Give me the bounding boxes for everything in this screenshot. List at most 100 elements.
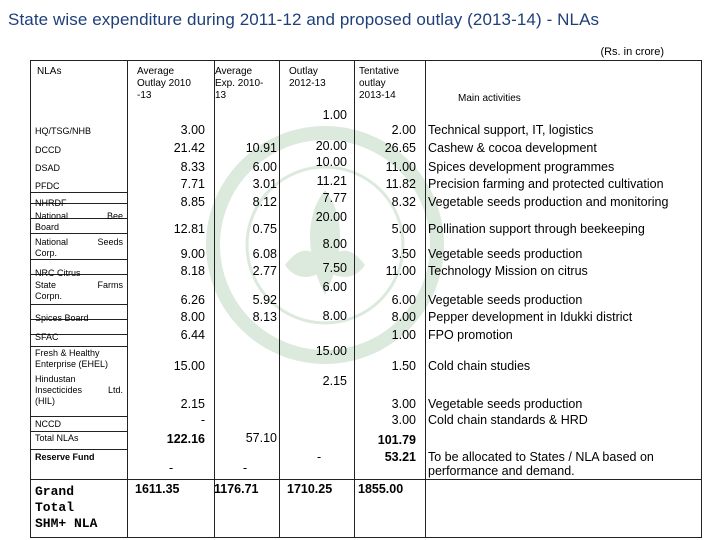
nla-name: NCCD — [35, 419, 61, 429]
tentative-value: 8.00 — [391, 310, 416, 324]
avg-outlay-value: - — [200, 413, 205, 427]
avg-outlay-value: 6.44 — [180, 328, 205, 342]
nla-name: State Farms Corpn. — [35, 280, 123, 301]
nla-name: NRC Citrus — [35, 268, 81, 278]
tentative-value: 3.00 — [391, 397, 416, 411]
header-avg-exp: Average Exp. 2010- 13 — [215, 66, 264, 101]
header-avg-outlay: Average Outlay 2010 -13 — [137, 66, 191, 101]
avg-exp-value: 6.00 — [252, 160, 277, 174]
outlay-value: 10.00 — [315, 155, 347, 169]
header-main-activities: Main activities — [458, 93, 521, 104]
outlay-value: 7.77 — [322, 191, 347, 205]
avg-exp-value: 1176.71 — [214, 482, 259, 496]
avg-exp-value: 57.10 — [245, 431, 277, 445]
outlay-value: 1710.25 — [287, 482, 333, 496]
tentative-value: 11.00 — [385, 160, 416, 174]
tentative-value: 11.00 — [385, 264, 416, 278]
main-activity: Pepper development in Idukki district — [428, 310, 633, 324]
main-activity: Cashew & cocoa development — [428, 141, 597, 155]
header-tentative: Tentative outlay 2013-14 — [359, 66, 400, 101]
outlay-value: 2.15 — [322, 374, 347, 388]
expenditure-table: NLAs Average Outlay 2010 -13 Average Exp. 2… — [30, 60, 702, 538]
avg-outlay-value: 3.00 — [180, 123, 205, 137]
avg-outlay-value: 2.15 — [180, 397, 205, 411]
tentative-value: 101.79 — [377, 433, 416, 447]
outlay-value: 7.50 — [322, 261, 347, 275]
avg-outlay-value: 8.33 — [180, 160, 205, 174]
header-outlay: Outlay 2012-13 — [289, 66, 326, 89]
avg-outlay-value: 6.26 — [180, 293, 205, 307]
tentative-value: 26.65 — [384, 141, 416, 155]
avg-exp-value: 6.08 — [252, 247, 277, 261]
units-note: (Rs. in crore) — [600, 46, 664, 58]
nla-name: DCCD — [35, 145, 61, 155]
avg-exp-value: 10.91 — [245, 141, 277, 155]
outlay-value: 8.00 — [322, 237, 347, 251]
avg-outlay-value: 1611.35 — [135, 482, 180, 496]
avg-exp-value: 5.92 — [252, 293, 277, 307]
main-activity: Spices development programmes — [428, 160, 615, 174]
tentative-value: 11.82 — [385, 177, 416, 191]
tentative-value: 1.50 — [391, 359, 416, 373]
main-activity: Precision farming and protected cultivat… — [428, 177, 664, 191]
tentative-value: 2.00 — [391, 123, 416, 137]
avg-outlay-value: 21.42 — [173, 141, 205, 155]
nla-name: Fresh & Healthy Enterprise (EHEL) — [35, 348, 109, 369]
avg-outlay-value: 8.00 — [180, 310, 205, 324]
outlay-value: 15.00 — [315, 344, 347, 358]
avg-outlay-value: 122.16 — [166, 432, 205, 446]
nla-name: PFDC — [35, 181, 60, 191]
avg-exp-value: 8.12 — [252, 195, 277, 209]
avg-exp-value: 3.01 — [252, 177, 277, 191]
avg-outlay-value: 9.00 — [180, 247, 205, 261]
tentative-value: 1.00 — [391, 328, 416, 342]
tentative-value: 6.00 — [391, 293, 416, 307]
outlay-value: 20.00 — [315, 139, 347, 153]
main-activity: Cold chain studies — [428, 359, 531, 373]
outlay-value: 6.00 — [322, 280, 347, 294]
outlay-value: - — [317, 450, 322, 464]
nla-name: Spices Board — [35, 313, 89, 323]
nla-name: HQ/TSG/NHB — [35, 126, 92, 136]
nla-name: Reserve Fund — [35, 452, 95, 462]
tentative-value: 8.32 — [391, 195, 416, 209]
avg-outlay-value: 8.85 — [180, 195, 205, 209]
avg-outlay-value: 15.00 — [173, 359, 205, 373]
outlay-value: 8.00 — [322, 309, 347, 323]
avg-exp-value: 0.75 — [252, 222, 277, 236]
nla-name: NHRDF — [35, 198, 67, 208]
header-nlas: NLAs — [37, 66, 62, 77]
nla-name: National Bee Board — [35, 211, 123, 232]
avg-outlay-value: 12.81 — [173, 222, 205, 236]
tentative-value: 3.00 — [391, 413, 416, 427]
nla-name: SFAC — [35, 332, 59, 342]
outlay-value: 11.21 — [316, 174, 347, 188]
nla-name: National Seeds Corp. — [35, 237, 123, 258]
main-activity: Cold chain standards & HRD — [428, 413, 588, 427]
main-activity: FPO promotion — [428, 328, 513, 342]
tentative-value: 53.21 — [384, 450, 416, 464]
main-activity: Technical support, IT, logistics — [428, 123, 594, 137]
main-activity: Vegetable seeds production — [428, 397, 583, 411]
tentative-value: 5.00 — [391, 222, 416, 236]
main-activity: Technology Mission on citrus — [428, 264, 588, 278]
main-activity: Vegetable seeds production and monitorin… — [428, 195, 669, 209]
avg-exp-value: 8.13 — [252, 310, 277, 324]
avg-outlay-value: - — [169, 461, 174, 475]
page-title: State wise expenditure during 2011-12 an… — [8, 10, 600, 29]
avg-outlay-value: 8.18 — [180, 264, 205, 278]
nla-name: Hindustan Insecticides Ltd. (HIL) — [35, 374, 123, 406]
avg-exp-value: 2.77 — [252, 264, 277, 278]
grand-total-label: Grand Total SHM+ NLA — [35, 484, 98, 531]
nla-name: DSAD — [35, 163, 61, 173]
main-activity: Vegetable seeds production — [428, 293, 583, 307]
main-activity: To be allocated to States / NLA based on… — [428, 450, 654, 478]
main-activity: Vegetable seeds production — [428, 247, 583, 261]
nla-name: Total NLAs — [35, 433, 79, 443]
avg-outlay-value: 7.71 — [180, 177, 205, 191]
tentative-value: 1855.00 — [358, 482, 404, 496]
tentative-value: 3.50 — [391, 247, 416, 261]
outlay-value: 1.00 — [322, 108, 347, 122]
main-activity: Pollination support through beekeeping — [428, 222, 645, 236]
avg-exp-value: - — [243, 461, 248, 475]
